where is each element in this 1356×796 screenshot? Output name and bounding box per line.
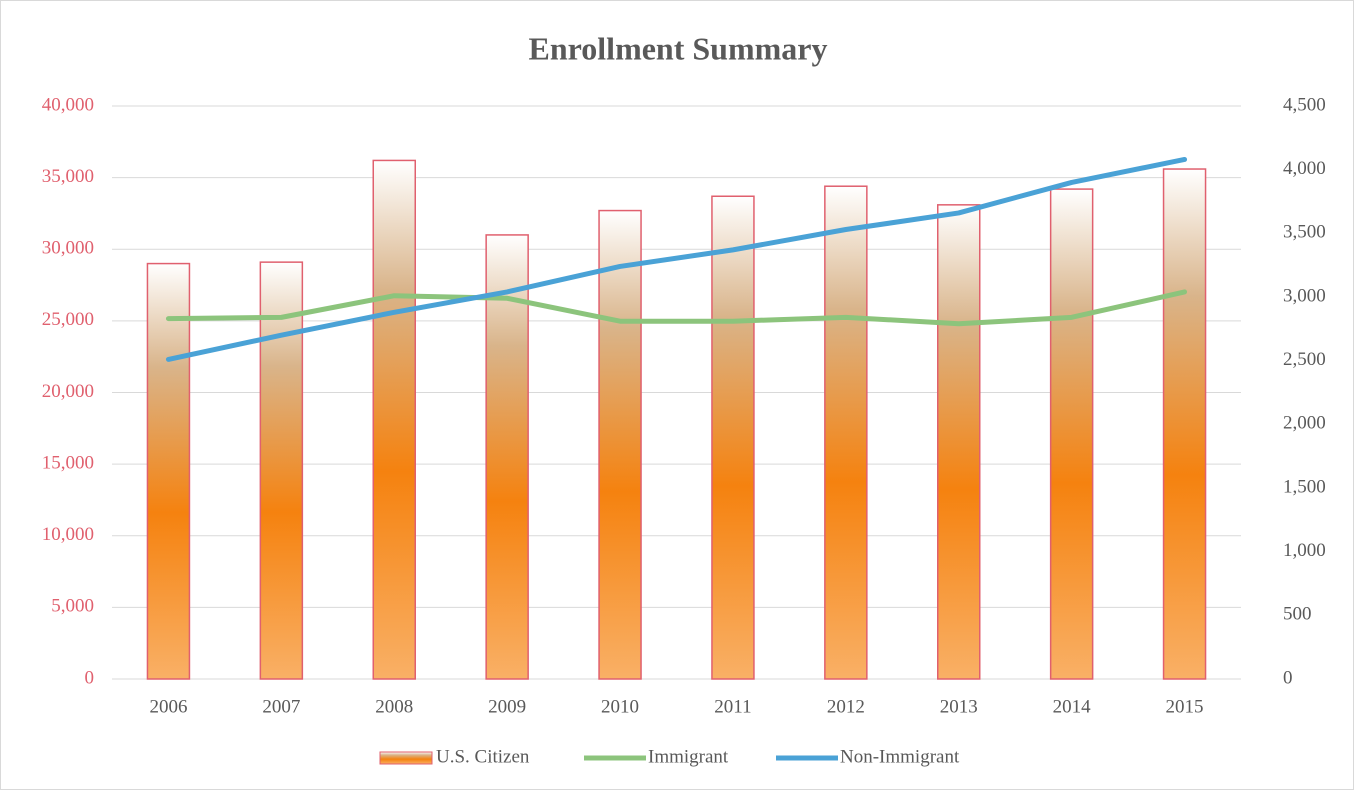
y2-tick-label: 2,000 [1283, 413, 1326, 434]
bar [259, 261, 304, 680]
bar [937, 204, 981, 680]
legend-label: Non-Immigrant [840, 746, 960, 767]
y2-tick-label: 4,500 [1283, 94, 1326, 115]
y2-tick-label: 1,500 [1283, 476, 1326, 497]
y-tick-label: 25,000 [42, 309, 94, 330]
x-tick-label: 2007 [262, 696, 300, 717]
y-tick-label: 30,000 [42, 238, 94, 259]
x-tick-label: 2012 [827, 696, 865, 717]
bar [824, 185, 868, 680]
x-tick-label: 2014 [1053, 696, 1092, 717]
y2-tick-label: 3,000 [1283, 285, 1326, 306]
x-tick-label: 2009 [488, 696, 526, 717]
chart-title: Enrollment Summary [529, 30, 828, 66]
legend-label: Immigrant [648, 746, 729, 767]
bar [1049, 188, 1094, 680]
y2-tick-label: 3,500 [1283, 222, 1326, 243]
bar [372, 159, 416, 680]
y2-tick-label: 500 [1283, 604, 1312, 625]
y-tick-label: 0 [85, 667, 95, 688]
y2-tick-label: 4,000 [1283, 158, 1326, 179]
y-tick-label: 15,000 [42, 452, 94, 473]
y-tick-label: 35,000 [42, 166, 94, 187]
bar [146, 262, 191, 680]
x-tick-label: 2015 [1166, 696, 1204, 717]
y-tick-label: 40,000 [42, 94, 94, 115]
legend-label: U.S. Citizen [436, 746, 530, 767]
x-tick-label: 2013 [940, 696, 978, 717]
line [165, 289, 1188, 327]
y2-tick-label: 1,000 [1283, 540, 1326, 561]
bar [711, 195, 755, 680]
bar [1162, 168, 1207, 680]
bar [485, 234, 529, 680]
bar [598, 209, 642, 680]
line [165, 156, 1188, 362]
x-tick-label: 2008 [375, 696, 413, 717]
y2-tick-label: 0 [1283, 667, 1293, 688]
legend-swatch [379, 751, 433, 765]
x-tick-label: 2006 [149, 696, 187, 717]
y-tick-label: 20,000 [42, 381, 94, 402]
x-tick-label: 2010 [601, 696, 639, 717]
y-tick-label: 5,000 [51, 596, 94, 617]
y2-tick-label: 2,500 [1283, 349, 1326, 370]
y-tick-label: 10,000 [42, 524, 94, 545]
x-tick-label: 2011 [714, 696, 751, 717]
